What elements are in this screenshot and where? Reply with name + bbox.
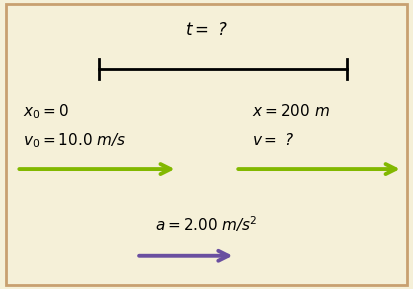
FancyBboxPatch shape <box>6 4 407 285</box>
Text: $v =$ ?: $v =$ ? <box>252 132 294 148</box>
Text: $x_0 = 0$: $x_0 = 0$ <box>23 102 69 121</box>
Text: $t =$ ?: $t =$ ? <box>185 21 228 39</box>
Text: $a = 2.00$ m/s$^2$: $a = 2.00$ m/s$^2$ <box>155 214 258 234</box>
Text: $x = 200$ m: $x = 200$ m <box>252 103 330 119</box>
Text: $v_0 = 10.0$ m/s: $v_0 = 10.0$ m/s <box>23 131 126 149</box>
